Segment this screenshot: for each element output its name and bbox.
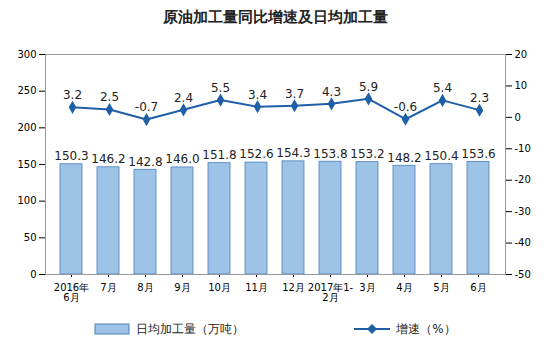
svg-text:152.6: 152.6 — [239, 147, 273, 161]
svg-text:200: 200 — [17, 122, 36, 133]
svg-text:20: 20 — [515, 49, 528, 60]
html-text:日均加工量（万吨）: 日均加工量（万吨） — [136, 321, 245, 336]
svg-text:300: 300 — [17, 49, 36, 60]
svg-text:6月: 6月 — [470, 282, 486, 293]
svg-text:146.2: 146.2 — [91, 152, 125, 166]
svg-text:250: 250 — [17, 85, 36, 96]
svg-text:10: 10 — [515, 80, 528, 91]
svg-text:5.4: 5.4 — [433, 81, 452, 95]
svg-text:146.0: 146.0 — [165, 152, 199, 166]
svg-text:150.3: 150.3 — [54, 149, 88, 163]
svg-text:2016年6月: 2016年6月 — [54, 282, 89, 303]
svg-text:5月: 5月 — [433, 282, 449, 293]
svg-text:-0.7: -0.7 — [135, 100, 158, 114]
svg-text:150: 150 — [17, 159, 36, 170]
svg-text:-20: -20 — [515, 174, 531, 185]
svg-text:2017年1-2月: 2017年1-2月 — [308, 282, 354, 303]
svg-text:0: 0 — [30, 269, 36, 280]
svg-text:12月: 12月 — [282, 282, 305, 293]
svg-text:10月: 10月 — [208, 282, 231, 293]
html-text:原油加工量同比增速及日均加工量: 原油加工量同比增速及日均加工量 — [162, 8, 388, 26]
svg-text:3.2: 3.2 — [63, 88, 82, 102]
svg-text:153.2: 153.2 — [350, 147, 384, 161]
svg-text:2.5: 2.5 — [100, 90, 119, 104]
svg-text:154.3: 154.3 — [276, 146, 310, 160]
svg-text:150.4: 150.4 — [424, 149, 458, 163]
svg-text:8月: 8月 — [137, 282, 153, 293]
svg-text:5.9: 5.9 — [359, 80, 378, 94]
svg-text:142.8: 142.8 — [128, 155, 162, 169]
svg-text:-0.6: -0.6 — [394, 100, 417, 114]
html-text:增速（%）: 增速（%） — [396, 321, 456, 336]
svg-text:100: 100 — [17, 195, 36, 206]
svg-text:3月: 3月 — [359, 282, 375, 293]
svg-text:50: 50 — [24, 232, 37, 243]
svg-text:148.2: 148.2 — [387, 151, 421, 165]
svg-text:-50: -50 — [515, 269, 531, 280]
svg-text:151.8: 151.8 — [202, 148, 236, 162]
svg-text:2.3: 2.3 — [470, 91, 489, 105]
svg-text:153.6: 153.6 — [461, 147, 495, 161]
svg-text:-40: -40 — [515, 237, 531, 248]
svg-text:0: 0 — [515, 112, 521, 123]
svg-text:4月: 4月 — [396, 282, 412, 293]
svg-text:7月: 7月 — [100, 282, 116, 293]
svg-text:11月: 11月 — [245, 282, 268, 293]
svg-text:-10: -10 — [515, 143, 531, 154]
svg-text:9月: 9月 — [174, 282, 190, 293]
svg-text:153.8: 153.8 — [313, 147, 347, 161]
svg-text:2.4: 2.4 — [174, 91, 193, 105]
svg-text:3.4: 3.4 — [248, 88, 267, 102]
svg-text:5.5: 5.5 — [211, 81, 230, 95]
svg-text:-30: -30 — [515, 206, 531, 217]
svg-text:4.3: 4.3 — [322, 85, 341, 99]
svg-text:3.7: 3.7 — [285, 87, 304, 101]
